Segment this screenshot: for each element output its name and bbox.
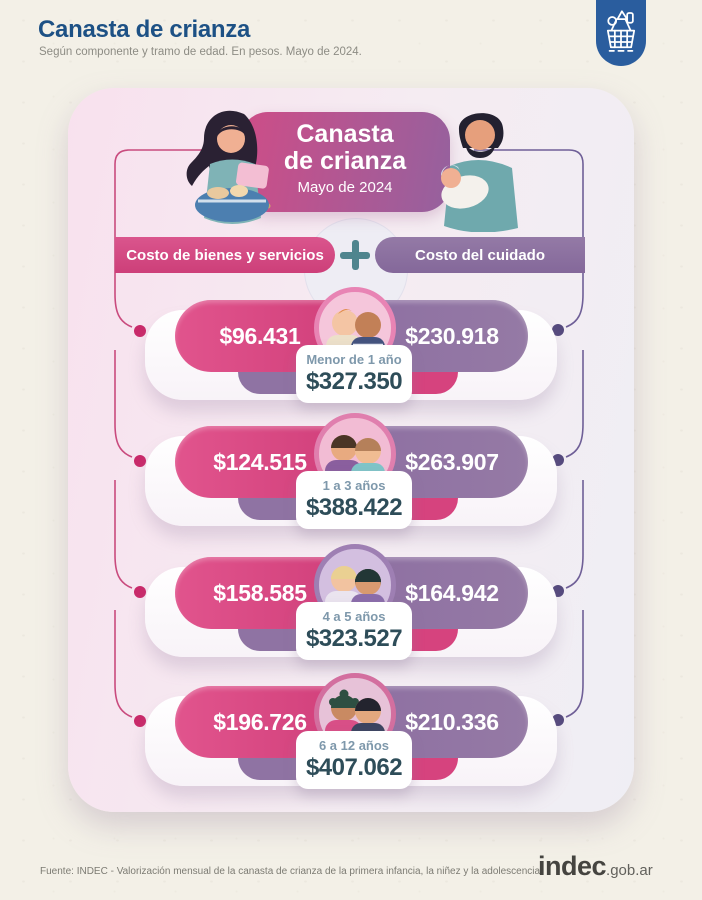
plus-icon (340, 240, 370, 270)
indec-wordmark-suffix: .gob.ar (606, 862, 653, 879)
age-group-label: 1 a 3 años (322, 478, 386, 493)
badge-title-line1: Canasta (296, 120, 394, 148)
total-value: $388.422 (305, 494, 403, 521)
age-total-card: 1 a 3 años $388.422 (296, 471, 412, 529)
column-header-goods-services: Costo de bienes y servicios (115, 237, 335, 273)
age-group-label: Menor de 1 año (306, 352, 402, 367)
column-header-care: Costo del cuidado (375, 237, 585, 273)
care-value: $164.942 (405, 580, 499, 606)
page-title: Canasta de crianza (38, 16, 251, 43)
age-group-label: 4 a 5 años (322, 609, 386, 624)
goods-services-value: $96.431 (219, 323, 301, 349)
care-value: $263.907 (405, 449, 499, 475)
infographic-card: Costo de bienes y servicios Costo del cu… (68, 88, 634, 812)
age-group-label: 6 a 12 años (318, 738, 390, 753)
indec-wordmark: indec .gob.ar (538, 851, 653, 882)
source-note: Fuente: INDEC - Valorización mensual de … (40, 866, 543, 877)
connector-lines (114, 149, 584, 727)
total-value: $327.350 (305, 368, 403, 395)
goods-services-value: $124.515 (213, 449, 307, 475)
indec-basket-logo (596, 0, 646, 66)
age-total-card: Menor de 1 año $327.350 (296, 345, 412, 403)
age-row-1-3: $124.515 $263.907 1 a 3 años $388.422 (68, 413, 634, 555)
father-with-baby-illustration (440, 113, 518, 232)
age-total-card: 6 a 12 años $407.062 (296, 731, 412, 789)
shopping-basket-icon (606, 10, 636, 52)
infographic-title-badge: Canasta de crianza Mayo de 2024 (240, 112, 450, 212)
goods-services-value: $158.585 (213, 580, 307, 606)
age-total-card: 4 a 5 años $323.527 (296, 602, 412, 660)
age-row-under-1: $96.431 $230.918 Menor de 1 año $327.350 (68, 287, 634, 429)
indec-wordmark-main: indec (538, 851, 607, 881)
badge-period: Mayo de 2024 (297, 179, 393, 196)
badge-title-line2: de crianza (283, 147, 407, 175)
care-value: $230.918 (405, 323, 499, 349)
goods-services-value: $196.726 (213, 709, 307, 735)
age-row-4-5: $158.585 $164.942 4 a 5 años $323.527 (68, 544, 634, 686)
total-value: $407.062 (305, 754, 403, 781)
total-value: $323.527 (305, 625, 403, 652)
page-subtitle: Según componente y tramo de edad. En pes… (39, 46, 362, 58)
care-value: $210.336 (405, 709, 499, 735)
age-row-6-12: $196.726 $210.336 6 a 12 años $407.062 (68, 673, 634, 815)
mother-with-groceries-illustration (186, 110, 271, 224)
